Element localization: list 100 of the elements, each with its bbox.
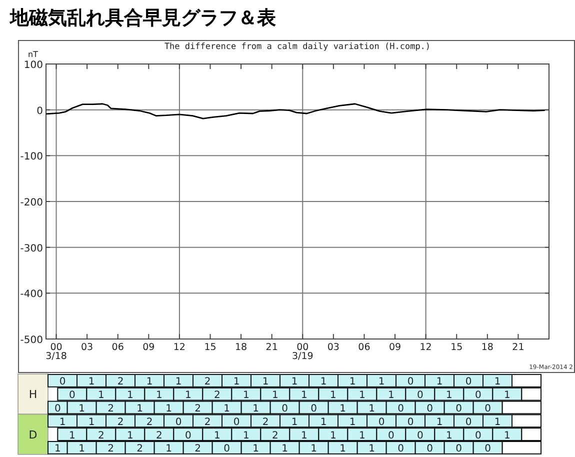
x-tick-label: 21 — [512, 342, 524, 353]
data-label: 1 — [349, 416, 356, 428]
data-label: 0 — [465, 376, 472, 388]
data-label: 1 — [126, 390, 134, 402]
data-label: 2 — [108, 444, 114, 455]
data-label: 1 — [340, 404, 346, 414]
data-label: 1 — [436, 416, 443, 428]
y-tick-label: -100 — [20, 152, 43, 163]
data-label: 1 — [262, 376, 269, 388]
data-label: 2 — [194, 444, 202, 455]
data-label: 1 — [54, 444, 61, 455]
data-label: 0 — [378, 416, 385, 428]
data-label: 1 — [88, 376, 95, 388]
data-label: 0 — [310, 404, 318, 414]
data-label: 1 — [282, 444, 288, 455]
x-tick-label: 18 — [481, 342, 494, 353]
data-label: 2 — [214, 390, 220, 402]
data-label: 2 — [262, 416, 269, 428]
line-series — [45, 103, 546, 120]
x-tick-label: 00 3/18 — [46, 342, 67, 362]
data-label: 1 — [378, 376, 385, 388]
data-label: 1 — [98, 390, 104, 402]
data-label: 0 — [416, 430, 424, 442]
y-tick-label: 100 — [24, 60, 43, 71]
y-tick-label: -300 — [20, 243, 43, 254]
data-label: 1 — [358, 390, 366, 402]
data-label: 0 — [426, 444, 434, 455]
data-label: 1 — [504, 390, 510, 402]
y-tick-label: 0 — [36, 106, 43, 117]
data-label: 1 — [300, 430, 308, 442]
data-label: 1 — [175, 376, 182, 388]
x-tick-label: 21 — [266, 342, 278, 353]
data-label: 1 — [368, 444, 376, 455]
x-tick-label: 03 — [81, 342, 94, 353]
x-tick-label: 09 — [388, 342, 402, 353]
data-label: 2 — [108, 404, 114, 414]
data-label: 1 — [68, 430, 76, 442]
x-tick-label: 12 — [420, 342, 432, 353]
data-label: 1 — [300, 390, 308, 402]
data-label: 1 — [126, 430, 134, 442]
chart-title: 地磁気乱れ具合早見グラフ＆表 — [9, 7, 277, 29]
data-label: 1 — [166, 404, 172, 414]
data-label: 0 — [59, 376, 66, 388]
data-label: 0 — [175, 416, 182, 428]
data-label: 0 — [416, 390, 424, 402]
data-label: 1 — [320, 416, 327, 428]
x-tick-label: 18 — [234, 342, 248, 353]
data-label: 1 — [388, 390, 394, 402]
data-label: 1 — [358, 430, 366, 442]
data-label: 1 — [136, 404, 144, 414]
data-label: 0 — [426, 404, 434, 414]
data-label: 0 — [233, 416, 240, 428]
data-label: 1 — [504, 430, 510, 442]
data-label: 0 — [68, 390, 76, 402]
data-label: 1 — [494, 416, 501, 428]
y-tick-label: -400 — [20, 289, 43, 300]
data-label: 0 — [474, 430, 482, 442]
x-tick-label: 15 — [204, 342, 216, 353]
data-label: 1 — [368, 404, 376, 414]
chart-subtitle: The difference from a calm daily variation (H.comp.) — [164, 42, 431, 52]
data-label: 0 — [456, 404, 462, 414]
data-label: 1 — [88, 416, 95, 428]
data-label: 1 — [252, 444, 260, 455]
data-label: 1 — [446, 430, 452, 442]
data-label: 1 — [446, 390, 452, 402]
y-tick-label: H — [28, 388, 38, 402]
data-label: 2 — [146, 416, 153, 428]
data-label: 1 — [78, 444, 86, 455]
y-axis-title: nT — [28, 50, 38, 59]
data-label: 0 — [407, 416, 414, 428]
data-label: 1 — [214, 430, 220, 442]
data-label: 0 — [398, 444, 404, 455]
data-label: 0 — [484, 404, 492, 414]
data-label: 1 — [291, 376, 298, 388]
data-label: 1 — [494, 376, 501, 388]
data-label: 0 — [456, 444, 462, 455]
data-label: 1 — [242, 390, 250, 402]
data-label: 0 — [54, 404, 61, 414]
data-label: 2 — [117, 416, 124, 428]
data-label: 0 — [484, 444, 492, 455]
data-label: 0 — [282, 404, 288, 414]
x-tick-label: 09 — [142, 342, 155, 353]
data-label: 2 — [156, 430, 162, 442]
data-label: 1 — [252, 404, 260, 414]
y-tick-label: -200 — [20, 198, 43, 208]
data-label: 1 — [310, 444, 318, 455]
data-label: 2 — [194, 404, 202, 414]
data-label: 1 — [330, 430, 336, 442]
data-label: 2 — [117, 376, 124, 388]
data-label: 2 — [272, 430, 278, 442]
data-label: 1 — [330, 390, 336, 402]
data-label: 0 — [224, 444, 230, 455]
data-label: 0 — [465, 416, 472, 428]
x-tick-label: 15 — [450, 342, 463, 353]
data-label: 1 — [78, 404, 86, 414]
data-label: 1 — [224, 404, 230, 414]
x-tick-label: 06 — [112, 342, 124, 353]
data-label: 2 — [98, 430, 104, 442]
data-label: 1 — [436, 376, 443, 388]
data-label: 1 — [233, 376, 240, 388]
